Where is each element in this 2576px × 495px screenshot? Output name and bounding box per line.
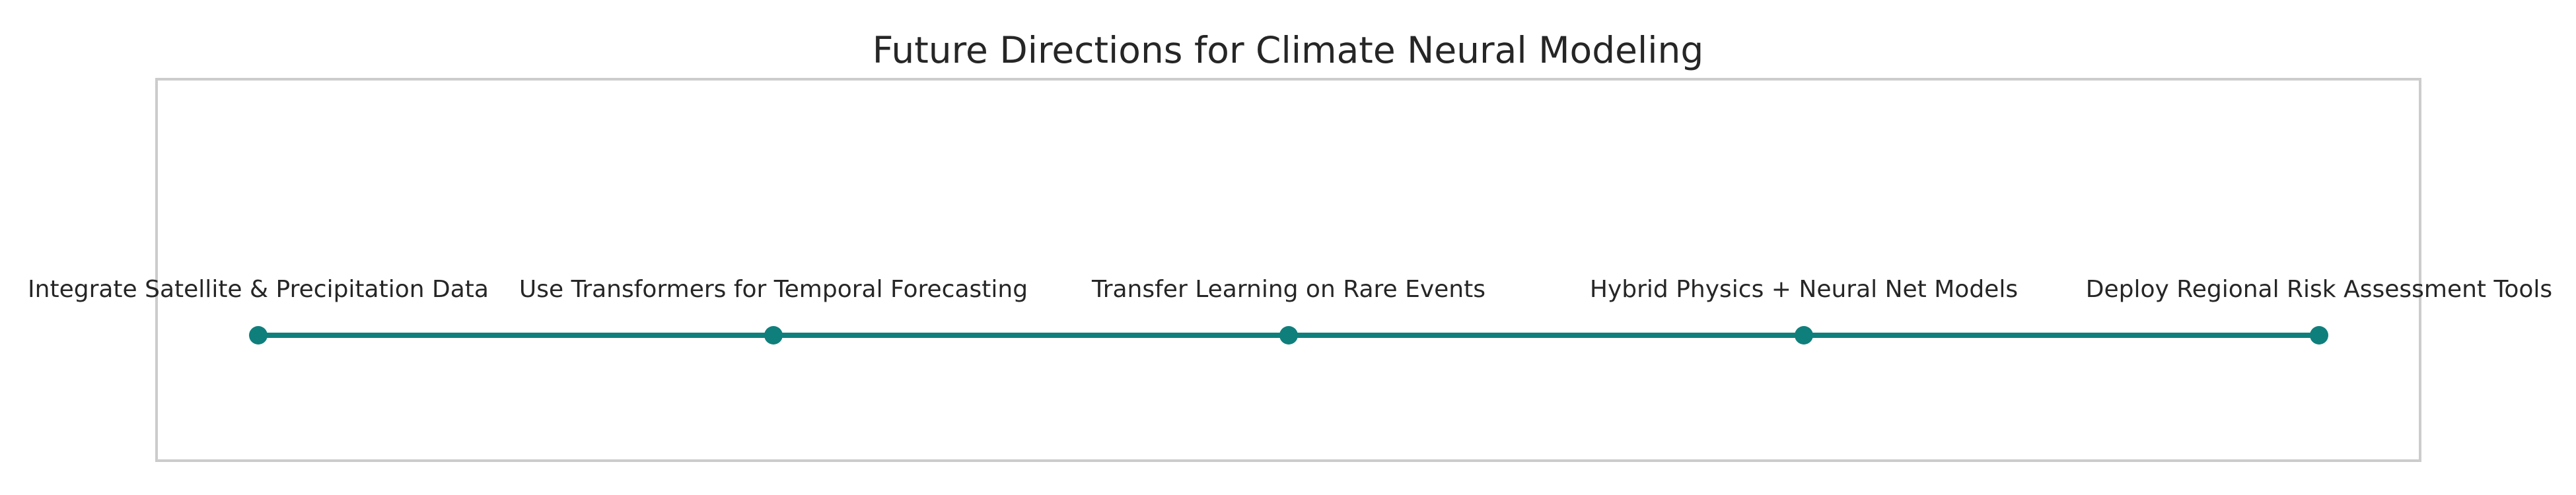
milestone-marker bbox=[1279, 326, 1298, 345]
milestone-label: Deploy Regional Risk Assessment Tools bbox=[2086, 276, 2552, 303]
milestone-marker bbox=[249, 326, 268, 345]
milestone-label: Hybrid Physics + Neural Net Models bbox=[1590, 276, 2018, 303]
timeline: Integrate Satellite & Precipitation Data… bbox=[28, 276, 2552, 345]
milestone-marker bbox=[2310, 326, 2328, 345]
milestone-label: Use Transformers for Temporal Forecastin… bbox=[519, 276, 1028, 303]
milestone-marker bbox=[1795, 326, 1813, 345]
milestone-label: Transfer Learning on Rare Events bbox=[1091, 276, 1485, 303]
diagram-title: Future Directions for Climate Neural Mod… bbox=[873, 29, 1704, 71]
plot-frame bbox=[155, 78, 2421, 462]
milestone-marker bbox=[764, 326, 783, 345]
milestone-label: Integrate Satellite & Precipitation Data bbox=[28, 276, 489, 303]
